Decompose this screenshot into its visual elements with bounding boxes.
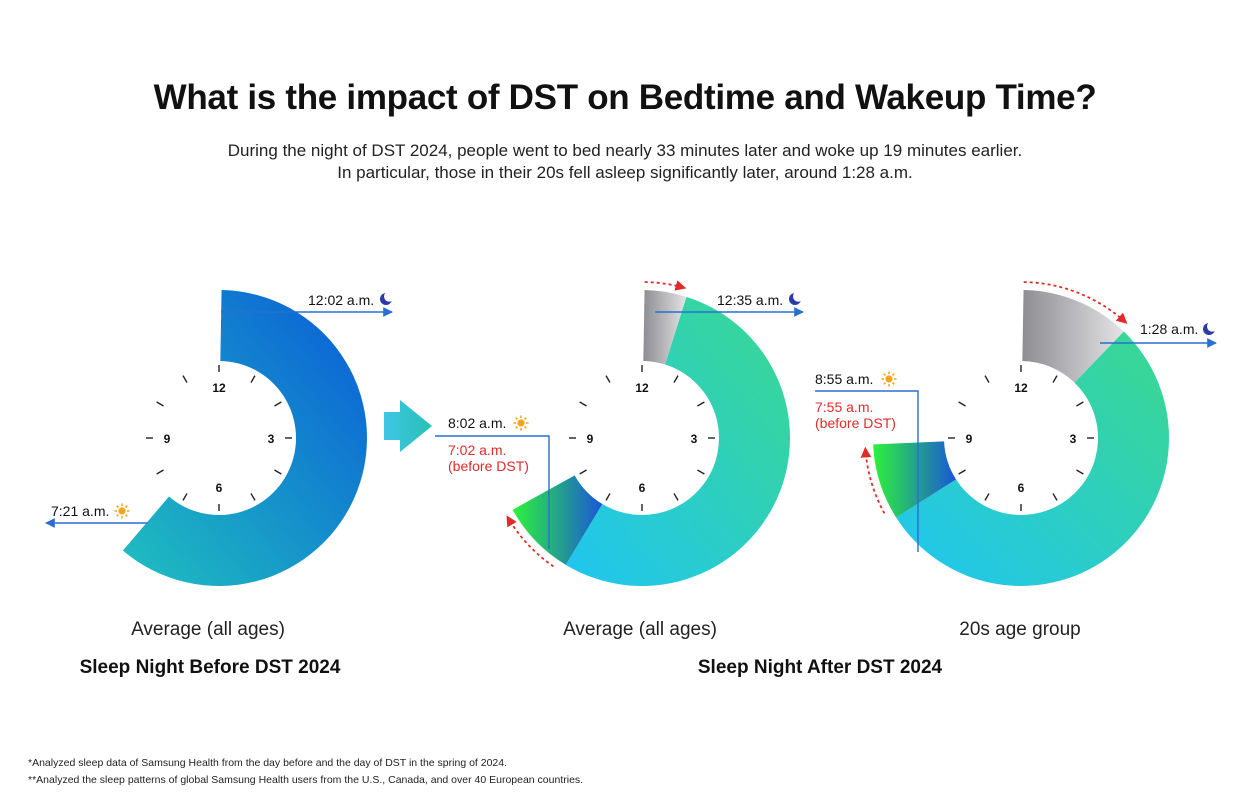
wakeup-label: 8:02 a.m. — [448, 415, 506, 431]
clock-number: 9 — [966, 432, 973, 446]
wakeup-shift-arrow — [860, 446, 886, 514]
sun-icon — [513, 415, 529, 431]
wakeup-shift-arrow — [506, 515, 554, 568]
moon-icon — [789, 291, 804, 305]
transition-arrow-icon — [384, 400, 432, 452]
clock-number: 12 — [635, 381, 649, 395]
clock-number: 12 — [212, 381, 226, 395]
wakeup-before-dst-note: (before DST) — [815, 415, 896, 431]
sun-icon — [114, 503, 130, 519]
clock-number: 9 — [164, 432, 171, 446]
sun-icon — [881, 371, 897, 387]
wakeup-before-dst-label: 7:55 a.m. — [815, 399, 873, 415]
clock-tick — [697, 469, 705, 475]
clock-tick — [1052, 493, 1058, 501]
clock-number: 6 — [216, 481, 223, 495]
clock-tick — [182, 375, 188, 383]
bedtime-label: 1:28 a.m. — [1140, 321, 1198, 337]
group-label-before: Sleep Night Before DST 2024 — [79, 657, 341, 678]
wakeup-label: 7:21 a.m. — [51, 503, 109, 519]
clock-tick — [250, 493, 256, 501]
clock-tick — [984, 375, 990, 383]
chart-before-all-ages: 12 3 6 9 12:02 a.m. 7:21 a.m. — [45, 290, 395, 586]
subtitle-line-2: In particular, those in their 20s fell a… — [337, 163, 913, 182]
clock-tick — [605, 375, 611, 383]
clock-tick — [156, 469, 164, 475]
bedtime-shift-arc — [1022, 290, 1124, 383]
moon-icon — [380, 291, 395, 305]
clock-number: 3 — [691, 432, 698, 446]
clock-tick — [1076, 469, 1084, 475]
bedtime-label: 12:02 a.m. — [308, 292, 374, 308]
clock-tick — [958, 401, 966, 407]
sleep-arc-after — [565, 296, 790, 586]
clock-tick — [579, 401, 587, 407]
clock-tick — [250, 375, 256, 383]
bedtime-shift-arrow — [1023, 281, 1128, 324]
sleep-arc-before — [122, 290, 368, 586]
wakeup-shift-arc — [512, 475, 603, 565]
footnote-1: *Analyzed sleep data of Samsung Health f… — [28, 757, 508, 769]
clock-tick — [605, 493, 611, 501]
bedtime-shift-arrow — [644, 280, 687, 291]
clock-tick — [673, 493, 679, 501]
clock-number: 9 — [587, 432, 594, 446]
chart-after-all-ages: 12 3 6 9 12:35 a.m. 8:02 a.m. 7:02 a.m. (be… — [435, 280, 804, 586]
clock-tick — [984, 493, 990, 501]
bedtime-label: 12:35 a.m. — [717, 292, 783, 308]
moon-icon — [1203, 321, 1218, 335]
clock-tick — [182, 493, 188, 501]
clock-number: 6 — [1018, 481, 1025, 495]
clock-tick — [673, 375, 679, 383]
chart-after-20s: 12 3 6 9 1:28 a.m. 8:55 a.m. 7:55 a.m. (bef… — [815, 281, 1218, 586]
clock-number: 6 — [639, 481, 646, 495]
clock-number: 12 — [1014, 381, 1028, 395]
page-title: What is the impact of DST on Bedtime and… — [153, 78, 1097, 117]
clock-number: 3 — [268, 432, 275, 446]
group-label-after: Sleep Night After DST 2024 — [697, 657, 943, 678]
clock-tick — [274, 401, 282, 407]
wakeup-pointer-line — [435, 435, 550, 549]
clock-tick — [579, 469, 587, 475]
wakeup-before-dst-note: (before DST) — [448, 458, 529, 474]
clock-tick — [958, 469, 966, 475]
subtitle-line-1: During the night of DST 2024, people wen… — [227, 141, 1023, 160]
clock-tick — [697, 401, 705, 407]
footnote-2: **Analyzed the sleep patterns of global … — [28, 774, 584, 786]
wakeup-pointer-line — [815, 390, 919, 552]
wakeup-label: 8:55 a.m. — [815, 371, 873, 387]
sleep-arc-after — [896, 331, 1169, 586]
chart-label-after-20s: 20s age group — [959, 619, 1081, 640]
wakeup-shift-arc — [873, 441, 957, 518]
bedtime-shift-arc — [643, 290, 687, 365]
clock-tick — [1052, 375, 1058, 383]
clock-face: 12 3 6 9 — [146, 365, 292, 511]
clock-tick — [274, 469, 282, 475]
wakeup-before-dst-label: 7:02 a.m. — [448, 442, 506, 458]
clock-number: 3 — [1070, 432, 1077, 446]
clock-face: 12 3 6 9 — [569, 365, 715, 511]
clock-tick — [156, 401, 164, 407]
chart-label-after-all: Average (all ages) — [563, 619, 717, 640]
clock-tick — [1076, 401, 1084, 407]
clock-face: 12 3 6 9 — [948, 365, 1094, 511]
chart-label-before: Average (all ages) — [131, 619, 285, 640]
